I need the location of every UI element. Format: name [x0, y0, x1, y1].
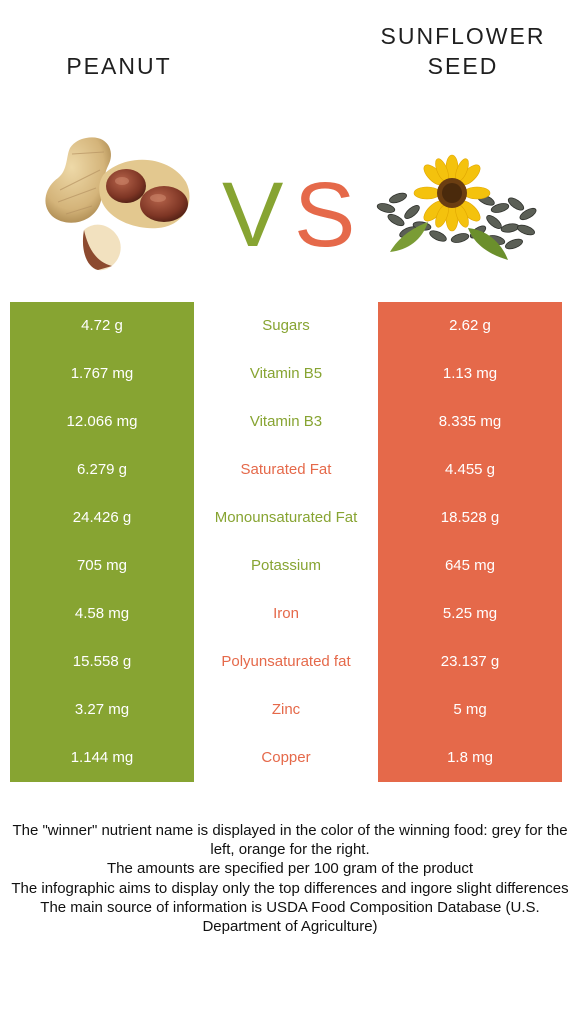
vs-letter-v: V: [222, 164, 284, 266]
right-value-cell: 5 mg: [453, 701, 487, 718]
right-value-cell: 4.455 g: [444, 461, 496, 478]
left-value-cell: 4.72 g: [81, 317, 123, 334]
right-value-cell: 18.528 g: [440, 509, 500, 526]
sunflower-seed-image: [376, 154, 537, 260]
right-value-cell: 1.8 mg: [447, 749, 493, 766]
vs-letter-s: S: [294, 164, 356, 266]
left-value-cell: 24.426 g: [72, 509, 132, 526]
left-values-column: 4.72 g 1.767 mg 12.066 mg 6.279 g 24.426 g 70…: [10, 302, 194, 782]
left-value-cell: 1.767 mg: [70, 365, 134, 382]
nutrient-name-cell: Zinc: [271, 701, 301, 718]
nutrient-name-cell: Sugars: [262, 317, 310, 334]
peanut-image: [45, 137, 190, 271]
left-value-cell: 1.144 mg: [70, 749, 134, 766]
right-values-column: 2.62 g 1.13 mg 8.335 mg 4.455 g 18.528 g 645 …: [378, 302, 562, 782]
right-value-cell: 1.13 mg: [442, 365, 498, 382]
left-value-cell: 705 mg: [76, 557, 128, 574]
nutrient-name-cell: Vitamin B3: [249, 413, 323, 430]
nutrient-name-cell: Vitamin B5: [249, 365, 323, 382]
right-value-cell: 5.25 mg: [442, 605, 498, 622]
note-amounts: The amounts are specified per 100 gram o…: [106, 860, 474, 878]
nutrient-name-cell: Monounsaturated Fat: [214, 509, 358, 526]
right-value-cell: 23.137 g: [440, 653, 500, 670]
note-winner: The "winner" nutrient name is displayed …: [12, 822, 568, 859]
right-value-cell: 8.335 mg: [438, 413, 502, 430]
right-value-cell: 645 mg: [444, 557, 496, 574]
note-source: The main source of information is USDA F…: [40, 898, 540, 936]
nutrient-name-cell: Polyunsaturated fat: [221, 653, 351, 670]
left-value-cell: 15.558 g: [72, 653, 132, 670]
left-value-cell: 3.27 mg: [74, 701, 130, 718]
left-food-title: PEANUT: [66, 53, 172, 79]
footnotes: The "winner" nutrient name is displayed …: [8, 821, 572, 936]
left-value-cell: 4.58 mg: [74, 605, 130, 622]
note-differences: The infographic aims to display only the…: [11, 879, 569, 897]
nutrient-names-column: Sugars Vitamin B5 Vitamin B3 Saturated Fat M…: [194, 302, 378, 782]
right-value-cell: 2.62 g: [449, 317, 491, 334]
nutrient-name-cell: Potassium: [250, 557, 322, 574]
left-value-cell: 12.066 mg: [66, 413, 138, 430]
nutrient-name-cell: Iron: [273, 605, 299, 622]
right-food-title: SUNFLOWER SEED: [380, 23, 546, 79]
nutrient-name-cell: Copper: [261, 749, 311, 766]
left-value-cell: 6.279 g: [76, 461, 128, 478]
nutrient-name-cell: Saturated Fat: [240, 461, 332, 478]
